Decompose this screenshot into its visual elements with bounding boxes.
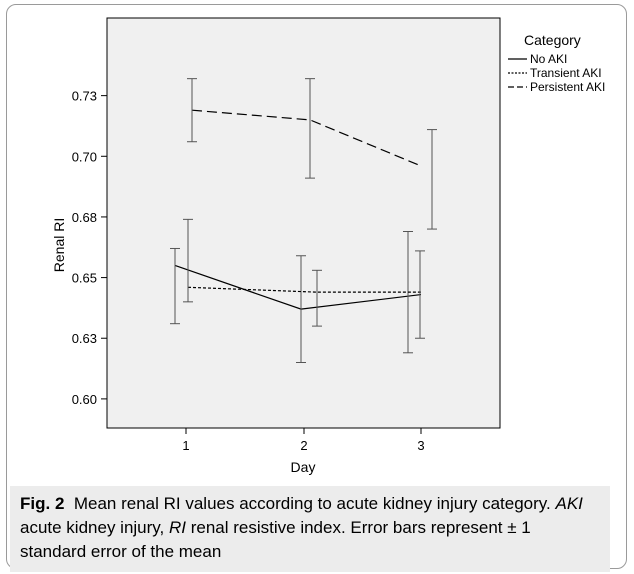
y-tick-label: 0.60 <box>72 392 97 407</box>
plot-area <box>106 17 501 429</box>
y-tick-label: 0.73 <box>72 89 97 104</box>
caption-abbr-2-def: renal resistive index. Error bars repres… <box>20 518 531 561</box>
x-axis-label: Day <box>291 459 316 475</box>
caption-text: Mean renal RI values according to acute … <box>73 494 551 513</box>
series-group <box>170 78 437 363</box>
caption-abbr-2: RI <box>169 518 186 537</box>
legend-entry-label: No AKI <box>530 52 567 66</box>
caption-abbr-1: AKI <box>555 494 583 513</box>
legend-title: Category <box>524 32 581 48</box>
x-tick-label: 1 <box>182 438 189 453</box>
x-tick-label: 3 <box>417 438 424 453</box>
legend-entry-label: Persistent AKI <box>530 80 605 94</box>
y-tick-label: 0.65 <box>72 271 97 286</box>
legend-entry-label: Transient AKI <box>530 66 602 80</box>
caption-label: Fig. 2 <box>20 494 65 513</box>
line-chart: Renal RI Day 0.60 0.63 0.65 0.68 0.70 0.73 1 2 3… <box>51 17 605 475</box>
y-tick-label: 0.70 <box>72 149 97 164</box>
y-axis-label: Renal RI <box>51 218 67 272</box>
x-tick-label: 2 <box>300 438 307 453</box>
caption-abbr-1-def: acute kidney injury, <box>20 518 165 537</box>
y-tick-label: 0.63 <box>72 331 97 346</box>
series-line <box>191 109 422 167</box>
figure-caption: Fig. 2 Mean renal RI values according to… <box>10 486 610 572</box>
axis-ticks: 0.60 0.63 0.65 0.68 0.70 0.73 1 2 3 <box>72 89 425 453</box>
y-tick-label: 0.68 <box>72 210 97 225</box>
